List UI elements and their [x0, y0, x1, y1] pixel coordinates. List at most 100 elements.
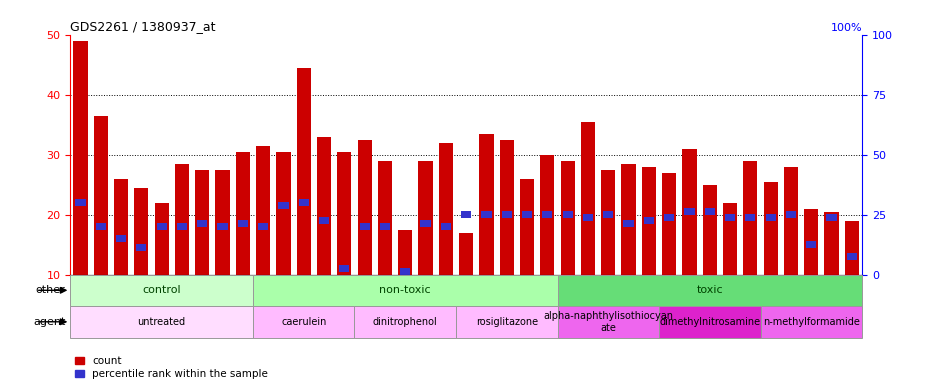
Bar: [73, 41, 87, 275]
Bar: [803, 209, 817, 275]
Bar: [622, 220, 633, 227]
Bar: [358, 139, 372, 275]
Bar: [601, 170, 615, 275]
Text: caerulein: caerulein: [281, 317, 326, 327]
Bar: [297, 68, 311, 275]
Bar: [662, 172, 676, 275]
Text: untreated: untreated: [138, 317, 185, 327]
Bar: [440, 223, 450, 230]
Bar: [557, 306, 658, 338]
Bar: [704, 208, 714, 215]
Bar: [400, 268, 410, 275]
Bar: [763, 182, 777, 275]
Bar: [236, 152, 250, 275]
Bar: [723, 203, 737, 275]
Bar: [461, 211, 471, 218]
Bar: [318, 217, 329, 224]
Bar: [641, 167, 655, 275]
Text: agent: agent: [33, 317, 66, 327]
Bar: [70, 306, 253, 338]
Bar: [136, 244, 146, 251]
Text: toxic: toxic: [695, 285, 723, 295]
Bar: [785, 211, 796, 218]
Bar: [664, 214, 674, 221]
Bar: [702, 185, 716, 275]
Bar: [481, 211, 491, 218]
Bar: [217, 223, 227, 230]
Bar: [238, 220, 248, 227]
Bar: [582, 214, 592, 221]
Bar: [501, 211, 511, 218]
Bar: [75, 199, 85, 206]
Bar: [154, 203, 168, 275]
Bar: [643, 217, 653, 224]
Bar: [339, 265, 349, 272]
Bar: [114, 179, 128, 275]
Text: other: other: [36, 285, 66, 295]
Bar: [521, 211, 532, 218]
Bar: [742, 161, 756, 275]
Bar: [724, 214, 735, 221]
Legend: count, percentile rank within the sample: count, percentile rank within the sample: [76, 356, 268, 379]
Text: dimethylnitrosamine: dimethylnitrosamine: [659, 317, 759, 327]
Bar: [156, 223, 167, 230]
Text: control: control: [142, 285, 181, 295]
Bar: [438, 142, 452, 275]
Text: dinitrophenol: dinitrophenol: [373, 317, 437, 327]
Bar: [276, 152, 290, 275]
Text: alpha-naphthylisothiocyan
ate: alpha-naphthylisothiocyan ate: [543, 311, 673, 333]
Bar: [744, 214, 754, 221]
Bar: [253, 275, 557, 306]
Bar: [94, 116, 108, 275]
Bar: [560, 161, 574, 275]
Bar: [253, 306, 354, 338]
Bar: [562, 211, 572, 218]
Text: GDS2261 / 1380937_at: GDS2261 / 1380937_at: [70, 20, 215, 33]
Bar: [499, 139, 513, 275]
Text: rosiglitazone: rosiglitazone: [475, 317, 537, 327]
Bar: [316, 137, 330, 275]
Bar: [377, 161, 391, 275]
Bar: [134, 187, 148, 275]
Bar: [420, 220, 431, 227]
Bar: [359, 223, 370, 230]
Bar: [760, 306, 861, 338]
Bar: [256, 146, 270, 275]
Bar: [95, 223, 106, 230]
Bar: [540, 155, 554, 275]
Bar: [479, 134, 493, 275]
Bar: [557, 275, 861, 306]
Bar: [175, 164, 189, 275]
Bar: [418, 161, 432, 275]
Bar: [177, 223, 187, 230]
Bar: [456, 306, 557, 338]
Bar: [215, 170, 229, 275]
Bar: [337, 152, 351, 275]
Bar: [299, 199, 309, 206]
Bar: [257, 223, 268, 230]
Bar: [603, 211, 613, 218]
Bar: [658, 306, 760, 338]
Bar: [70, 275, 253, 306]
Bar: [580, 122, 594, 275]
Bar: [519, 179, 534, 275]
Bar: [683, 208, 694, 215]
Bar: [195, 170, 209, 275]
Bar: [765, 214, 775, 221]
Bar: [844, 220, 858, 275]
Bar: [783, 167, 797, 275]
Bar: [824, 212, 838, 275]
Bar: [805, 241, 815, 248]
Bar: [681, 149, 695, 275]
Bar: [826, 214, 836, 221]
Text: non-toxic: non-toxic: [379, 285, 431, 295]
Text: n-methylformamide: n-methylformamide: [762, 317, 859, 327]
Bar: [116, 235, 126, 242]
Bar: [846, 253, 856, 260]
Bar: [354, 306, 456, 338]
Bar: [278, 202, 288, 209]
Bar: [398, 230, 412, 275]
Bar: [459, 233, 473, 275]
Bar: [379, 223, 389, 230]
Text: 100%: 100%: [829, 23, 861, 33]
